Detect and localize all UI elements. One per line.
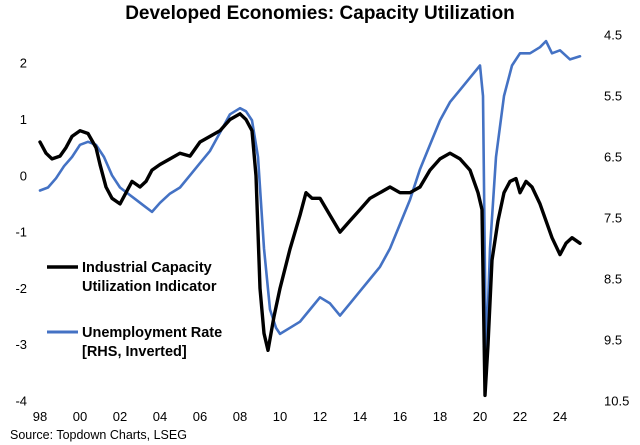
- x-tick-label: 12: [313, 409, 327, 424]
- x-tick-label: 16: [393, 409, 407, 424]
- left-axis-ticks: 2 1 0 -1 -2 -3 -4: [15, 56, 27, 409]
- legend-label: Unemployment Rate: [82, 325, 222, 341]
- legend: Industrial Capacity Utilization Indicator…: [47, 260, 222, 360]
- x-tick-label: 20: [473, 409, 487, 424]
- left-tick-label: -4: [15, 394, 27, 409]
- x-axis-ticks: 98 00 02 04 06 08 10 12 14 16 18 20 22 24: [33, 409, 567, 424]
- x-tick-label: 22: [513, 409, 527, 424]
- x-tick-label: 04: [153, 409, 167, 424]
- right-tick-label: 8.5: [604, 272, 622, 287]
- industrial-capacity-line: [38, 112, 582, 398]
- right-tick-label: 6.5: [604, 150, 622, 165]
- legend-label: Industrial Capacity: [82, 260, 212, 276]
- x-tick-label: 02: [113, 409, 127, 424]
- legend-label: [RHS, Inverted]: [82, 344, 187, 360]
- left-tick-label: 2: [20, 56, 27, 71]
- x-tick-label: 10: [273, 409, 287, 424]
- left-tick-label: 0: [20, 168, 27, 183]
- right-tick-label: 4.5: [604, 28, 622, 43]
- right-tick-label: 9.5: [604, 333, 622, 348]
- x-tick-label: 18: [433, 409, 447, 424]
- x-tick-label: 24: [553, 409, 567, 424]
- x-tick-label: 98: [33, 409, 47, 424]
- x-tick-label: 08: [233, 409, 247, 424]
- left-tick-label: -2: [15, 281, 27, 296]
- source-note: Source: Topdown Charts, LSEG: [10, 428, 187, 442]
- right-tick-label: 10.5: [604, 394, 629, 409]
- x-tick-label: 14: [353, 409, 367, 424]
- chart-title: Developed Economies: Capacity Utilizatio…: [125, 3, 515, 24]
- left-tick-label: -3: [15, 337, 27, 352]
- right-tick-label: 7.5: [604, 211, 622, 226]
- left-tick-label: 1: [20, 112, 27, 127]
- legend-label: Utilization Indicator: [82, 279, 217, 295]
- plot-lines: [38, 39, 582, 398]
- x-tick-label: 00: [73, 409, 87, 424]
- right-axis-ticks: 4.5 5.5 6.5 7.5 8.5 9.5 10.5: [604, 28, 629, 409]
- x-tick-label: 06: [193, 409, 207, 424]
- right-tick-label: 5.5: [604, 89, 622, 104]
- left-tick-label: -1: [15, 225, 27, 240]
